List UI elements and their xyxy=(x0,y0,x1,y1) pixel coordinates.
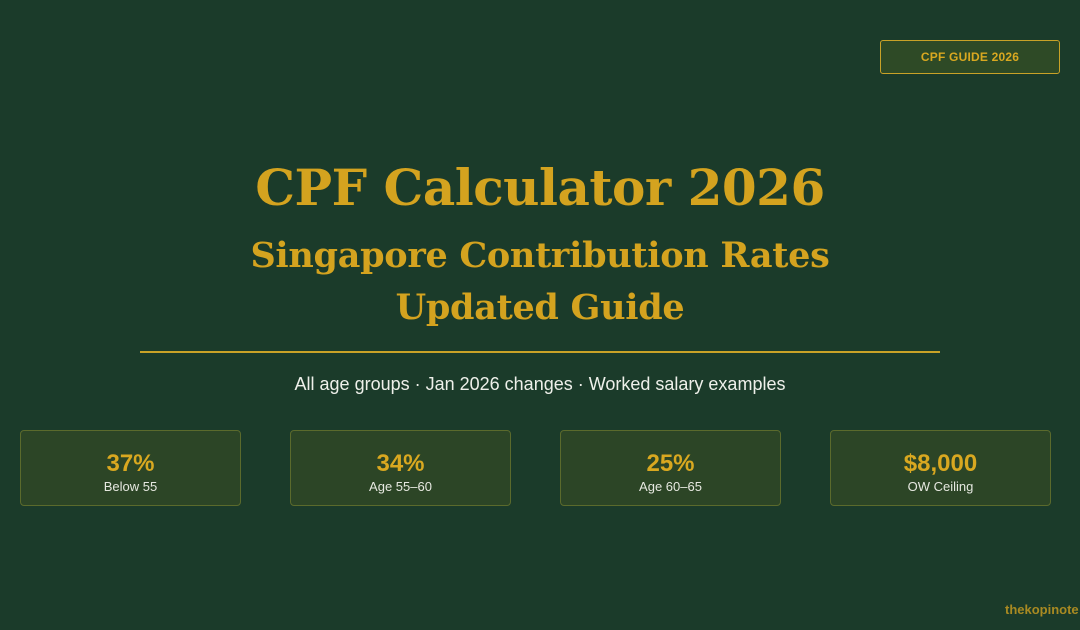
subtitle: Singapore Contribution Rates xyxy=(250,235,830,276)
stat-card: $8,000 OW Ceiling xyxy=(830,430,1051,506)
stat-label: Age 55–60 xyxy=(369,479,432,494)
stat-label: Age 60–65 xyxy=(639,479,702,494)
tagline: All age groups · Jan 2026 changes · Work… xyxy=(294,374,786,394)
watermark: thekopinote xyxy=(1005,602,1079,617)
stat-value: 34% xyxy=(376,450,425,477)
stat-value: 37% xyxy=(106,450,155,477)
title: CPF Calculator 2026 xyxy=(255,158,825,217)
subtitle: Updated Guide xyxy=(395,287,685,328)
stat-card: 34% Age 55–60 xyxy=(290,430,511,506)
badge: CPF GUIDE 2026 xyxy=(880,40,1060,74)
stat-label: Below 55 xyxy=(103,479,158,494)
stat-value: $8,000 xyxy=(903,450,978,477)
stat-value: 25% xyxy=(646,450,695,477)
stat-label: OW Ceiling xyxy=(907,479,974,494)
stat-card: 37% Below 55 xyxy=(20,430,241,506)
stat-card: 25% Age 60–65 xyxy=(560,430,781,506)
divider xyxy=(140,351,940,353)
